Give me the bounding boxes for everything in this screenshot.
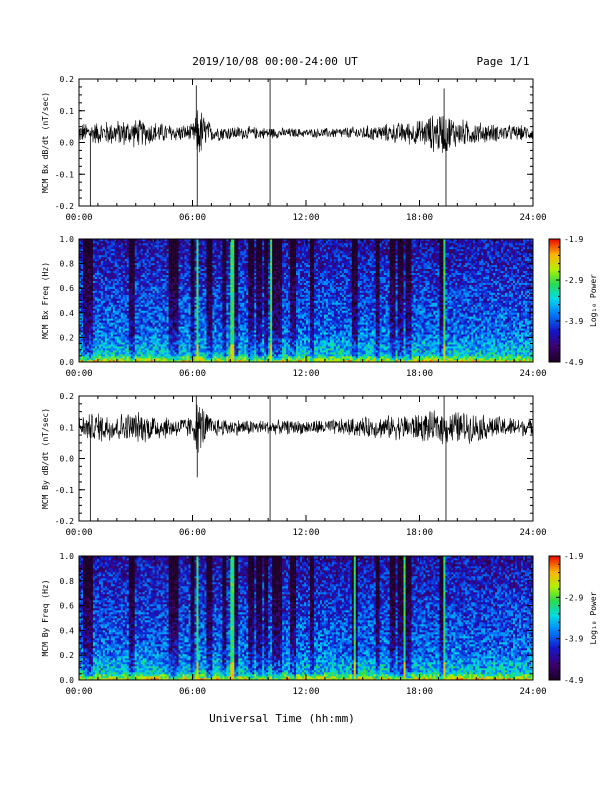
colorbar-tick-label: -3.9 xyxy=(564,635,583,644)
plot-frame xyxy=(78,395,534,522)
colorbar-tick-label: -1.9 xyxy=(564,235,583,244)
x-tick-label: 18:00 xyxy=(406,369,433,379)
colorbar-tick-label: -1.9 xyxy=(564,552,583,561)
x-tick-label: 24:00 xyxy=(519,213,546,223)
y-tick-label: 0.4 xyxy=(60,626,75,635)
colorbar-tick-label: -2.9 xyxy=(564,276,583,285)
colorbar-tick-label: -4.9 xyxy=(564,676,583,685)
colorbar-label: Log₁₀ Power xyxy=(589,274,598,327)
y-tick-label: 1.0 xyxy=(60,552,75,561)
y-tick-label: 0.0 xyxy=(60,455,75,464)
y-tick-label: 1.0 xyxy=(60,235,75,244)
x-tick-label: 00:00 xyxy=(65,369,92,379)
page-label: Page 1/1 xyxy=(477,55,530,68)
colorbar-tick-label: -2.9 xyxy=(564,593,583,602)
x-tick-label: 18:00 xyxy=(406,213,433,223)
y-tick-label: 0.0 xyxy=(60,139,75,148)
x-tick-label: 12:00 xyxy=(292,369,319,379)
x-tick-label: 06:00 xyxy=(179,528,206,538)
y-tick-label: 0.6 xyxy=(60,602,75,611)
dbdt-trace xyxy=(78,404,534,453)
y-tick-label: -0.2 xyxy=(55,202,74,211)
colorbar xyxy=(549,556,560,681)
y-tick-label: 0.2 xyxy=(60,392,75,401)
y-tick-label: -0.2 xyxy=(55,517,74,526)
y-axis-label: MCM Bx Freq (Hz) xyxy=(41,262,50,339)
y-tick-label: 0.1 xyxy=(60,107,75,116)
x-tick-label: 24:00 xyxy=(519,528,546,538)
y-tick-label: 0.4 xyxy=(60,309,75,318)
y-axis-label: MCM By Freq (Hz) xyxy=(41,579,50,656)
x-tick-label: 24:00 xyxy=(519,687,546,697)
x-tick-label: 12:00 xyxy=(292,213,319,223)
colorbar-frame xyxy=(548,238,561,363)
y-tick-label: 0.0 xyxy=(60,358,75,367)
x-tick-label: 00:00 xyxy=(65,528,92,538)
y-tick-label: 0.2 xyxy=(60,333,75,342)
colorbar-label: Log₁₀ Power xyxy=(589,591,598,644)
x-tick-label: 00:00 xyxy=(65,213,92,223)
y-tick-label: 0.8 xyxy=(60,260,75,269)
x-tick-label: 06:00 xyxy=(179,369,206,379)
y-tick-label: 0.2 xyxy=(60,651,75,660)
spectrogram-cells xyxy=(79,239,534,363)
y-tick-label: 0.6 xyxy=(60,284,75,293)
colorbar-tick-label: -4.9 xyxy=(564,358,583,367)
y-axis-label: MCM By dB/dt (nT/sec) xyxy=(41,408,50,509)
colorbar xyxy=(549,239,560,363)
x-tick-label: 12:00 xyxy=(292,528,319,538)
x-tick-label: 12:00 xyxy=(292,687,319,697)
x-tick-label: 00:00 xyxy=(65,687,92,697)
y-tick-label: 0.2 xyxy=(60,75,75,84)
colorbar-tick-label: -3.9 xyxy=(564,317,583,326)
y-tick-label: 0.0 xyxy=(60,676,75,685)
x-tick-label: 24:00 xyxy=(519,369,546,379)
y-tick-label: -0.1 xyxy=(55,170,74,179)
dbdt-trace xyxy=(78,110,534,153)
y-tick-label: 0.1 xyxy=(60,423,75,432)
x-tick-label: 06:00 xyxy=(179,687,206,697)
x-tick-label: 06:00 xyxy=(179,213,206,223)
y-tick-label: 0.8 xyxy=(60,577,75,586)
panels: 00:00 06:00 12:00 18:00 24:00 -0.2 -0.1 0.0 0.1 0… xyxy=(41,75,598,697)
date-range-title: 2019/10/08 00:00-24:00 UT xyxy=(192,55,358,68)
x-axis-title: Universal Time (hh:mm) xyxy=(209,712,355,725)
y-axis-label: MCM Bx dB/dt (nT/sec) xyxy=(41,92,50,193)
y-tick-label: -0.1 xyxy=(55,486,74,495)
x-tick-label: 18:00 xyxy=(406,528,433,538)
x-tick-label: 18:00 xyxy=(406,687,433,697)
spectrogram-cells xyxy=(79,556,534,681)
colorbar-frame xyxy=(548,555,561,681)
